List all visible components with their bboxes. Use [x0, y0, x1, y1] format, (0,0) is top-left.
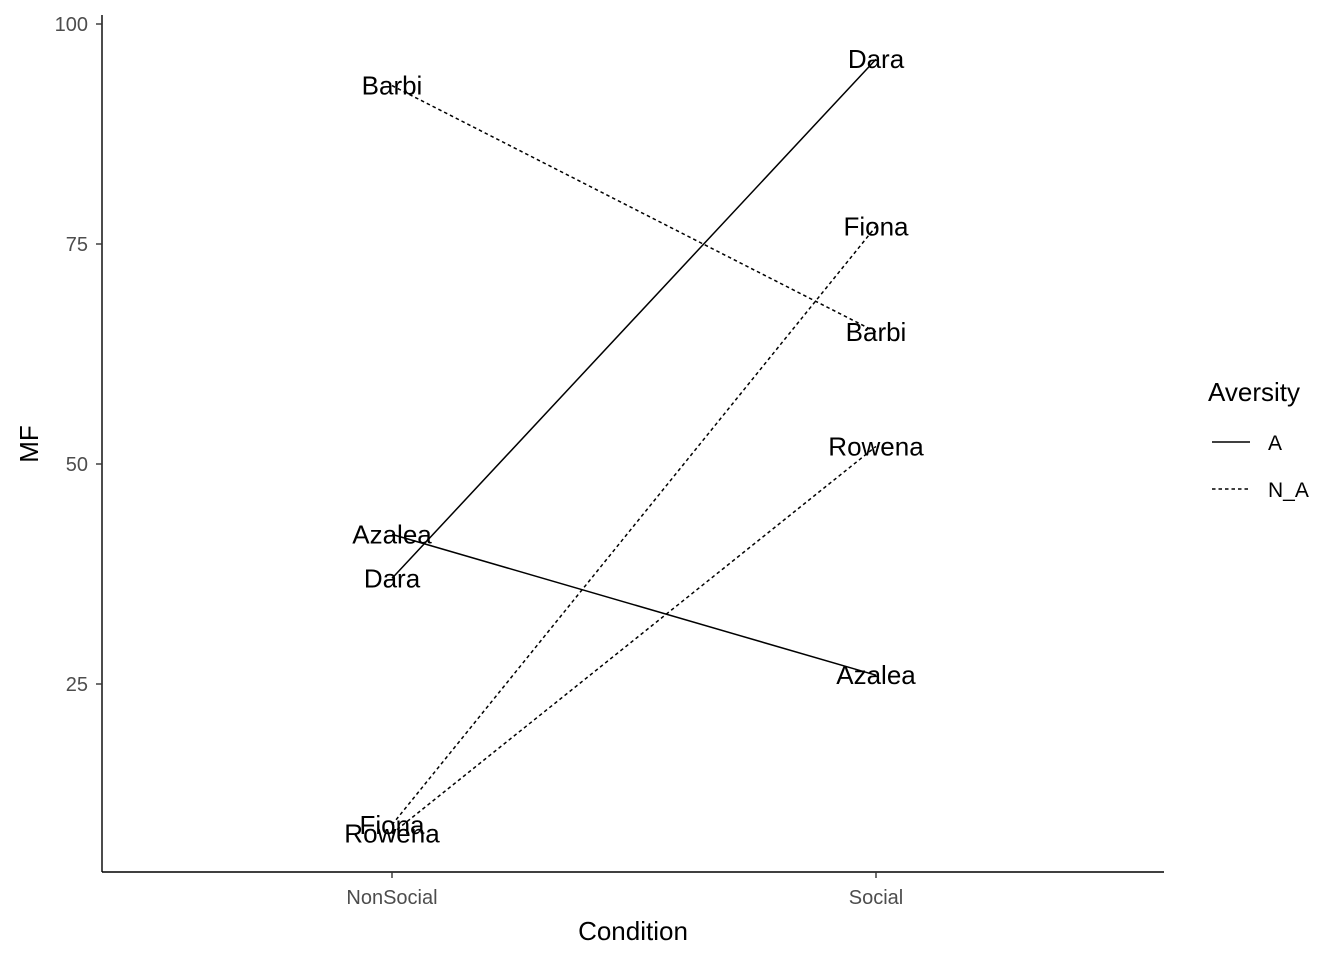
- plot-area: Dara Dara Azalea Azalea Barbi Barbi Fiona Fiona…: [344, 44, 924, 848]
- point-label-fiona: Fiona: [843, 211, 909, 241]
- point-label-dara: Dara: [848, 44, 905, 74]
- point-label-dara: Dara: [364, 563, 421, 593]
- y-tick-label: 75: [66, 234, 88, 256]
- legend-label: A: [1268, 432, 1282, 455]
- x-tick-label: NonSocial: [346, 887, 437, 909]
- y-tick-label: 100: [55, 14, 88, 36]
- legend: Aversity A N_A: [1208, 377, 1309, 502]
- legend-title: Aversity: [1208, 377, 1300, 407]
- series-line-dara: [391, 58, 877, 579]
- series-line-rowena: [391, 445, 877, 835]
- y-axis-ticks: 25 50 75 100: [55, 14, 102, 696]
- point-label-azalea: Azalea: [836, 660, 916, 690]
- y-tick-label: 50: [66, 454, 88, 476]
- series-line-azalea: [391, 533, 877, 676]
- legend-label: N_A: [1268, 479, 1309, 502]
- point-label-barbi: Barbi: [362, 71, 423, 101]
- x-axis-ticks: NonSocial Social: [346, 872, 903, 909]
- series-line-barbi: [391, 84, 877, 333]
- series-line-fiona: [391, 225, 877, 826]
- x-axis-title: Condition: [578, 916, 688, 946]
- y-axis-title: MF: [14, 425, 44, 463]
- point-label-rowena: Rowena: [344, 819, 440, 849]
- point-label-rowena: Rowena: [828, 431, 924, 461]
- point-label-barbi: Barbi: [846, 317, 907, 347]
- x-tick-label: Social: [849, 887, 903, 909]
- legend-entries: A N_A: [1212, 432, 1309, 502]
- point-label-fiona: Fiona: [359, 810, 425, 840]
- point-label-azalea: Azalea: [352, 519, 432, 549]
- y-tick-label: 25: [66, 674, 88, 696]
